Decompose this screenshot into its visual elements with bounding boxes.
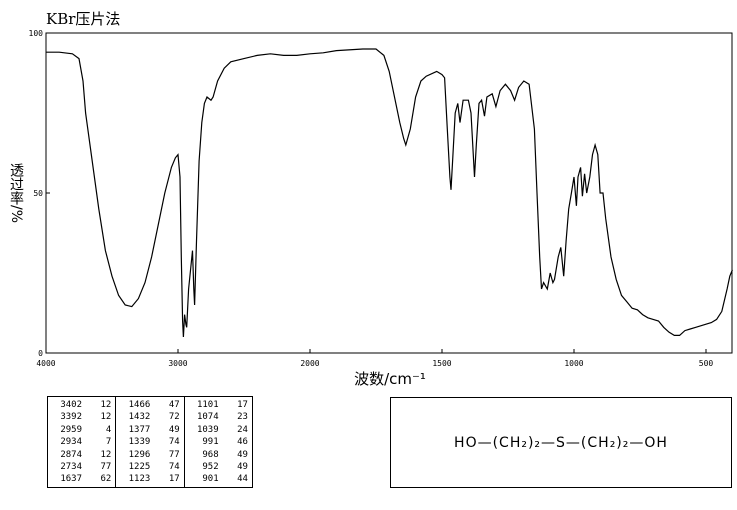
wavenumber: 2874 (60, 449, 82, 460)
transmittance: 17 (168, 474, 180, 485)
wavenumber: 3392 (60, 412, 82, 423)
wavenumber: 2959 (60, 424, 82, 435)
structure-formula: HO—(CH₂)₂—S—(CH₂)₂—OH (390, 397, 732, 488)
wavenumber: 2934 (60, 437, 82, 448)
x-tick-label: 4000 (36, 359, 55, 368)
table-row: 901 44 (189, 473, 248, 485)
table-column: 1101 17 1074 23 1039 24 991 46 968 49 952 49 901 44 (183, 397, 252, 487)
spectrum-line (46, 48, 733, 338)
table-row: 1466 47 (120, 399, 180, 411)
table-row: 1296 77 (120, 449, 180, 461)
table-row: 1074 23 (189, 411, 248, 423)
table-row: 3402 12 (52, 399, 111, 411)
table-row: 968 49 (189, 449, 248, 461)
transmittance: 44 (237, 474, 248, 485)
x-tick-label: 2000 (300, 359, 319, 368)
transmittance: 47 (168, 400, 180, 410)
transmittance: 23 (237, 412, 248, 423)
transmittance: 24 (237, 424, 248, 435)
transmittance: 49 (237, 449, 248, 460)
x-axis-label: 波数/cm⁻¹ (354, 370, 426, 388)
transmittance: 77 (168, 449, 180, 460)
table-row: 1637 62 (52, 473, 111, 485)
wavenumber: 1039 (196, 424, 219, 435)
table-row: 2934 7 (52, 436, 111, 448)
wavenumber: 1074 (196, 412, 219, 423)
wavenumber: 1225 (128, 461, 151, 472)
x-tick-label: 500 (699, 359, 714, 368)
table-column: 1466 47 1432 72 1377 49 1339 74 1296 77 1225 74 1123… (115, 397, 183, 487)
transmittance: 62 (100, 474, 112, 485)
transmittance: 74 (168, 461, 180, 472)
x-tick-label: 1000 (564, 359, 583, 368)
wavenumber: 1377 (128, 424, 151, 435)
wavenumber: 1432 (128, 412, 151, 423)
transmittance: 74 (168, 437, 180, 448)
transmittance: 49 (168, 424, 180, 435)
transmittance: 12 (100, 400, 112, 410)
y-tick-label: 100 (29, 29, 44, 38)
wavenumber: 991 (202, 437, 219, 448)
wavenumber: 2734 (60, 461, 82, 472)
table-row: 1039 24 (189, 424, 248, 436)
transmittance: 12 (100, 449, 112, 460)
transmittance: 12 (100, 412, 112, 423)
table-row: 1432 72 (120, 411, 180, 423)
wavenumber: 901 (202, 474, 219, 485)
transmittance: 72 (168, 412, 180, 423)
table-row: 2874 12 (52, 449, 111, 461)
table-row: 1339 74 (120, 436, 180, 448)
transmittance: 77 (100, 461, 112, 472)
table-row: 2959 4 (52, 424, 111, 436)
transmittance: 7 (105, 437, 112, 448)
table-row: 952 49 (189, 461, 248, 473)
table-row: 1225 74 (120, 461, 180, 473)
transmittance: 17 (237, 400, 248, 410)
wavenumber: 952 (202, 461, 219, 472)
table-row: 1101 17 (189, 399, 248, 411)
wavenumber: 3402 (60, 400, 82, 410)
wavenumber: 1123 (128, 474, 151, 485)
table-row: 3392 12 (52, 411, 111, 423)
wavenumber: 968 (202, 449, 219, 460)
table-row: 1377 49 (120, 424, 180, 436)
y-axis-label: 透过率/% (8, 163, 24, 223)
transmittance: 46 (237, 437, 248, 448)
y-tick-label: 0 (38, 349, 43, 358)
wavenumber: 1296 (128, 449, 151, 460)
peak-table: 3402 12 3392 12 2959 4 2934 7 2874 12 2734 77 1637 62… (47, 396, 253, 488)
wavenumber: 1339 (128, 437, 151, 448)
x-tick-label: 1500 (432, 359, 451, 368)
transmittance: 49 (237, 461, 248, 472)
table-row: 2734 77 (52, 461, 111, 473)
chart: KBr压片法 波数/cm⁻¹ 透过率/% 4000 3000 2000 1500 100… (8, 10, 733, 388)
wavenumber: 1101 (196, 400, 219, 410)
chart-title: KBr压片法 (46, 10, 120, 28)
table-column: 3402 12 3392 12 2959 4 2934 7 2874 12 2734 77 1637 62 (48, 397, 115, 487)
table-row: 1123 17 (120, 473, 180, 485)
x-tick-label: 3000 (168, 359, 187, 368)
wavenumber: 1637 (60, 474, 82, 485)
transmittance: 4 (105, 424, 112, 435)
y-tick-label: 50 (33, 189, 43, 198)
wavenumber: 1466 (128, 400, 151, 410)
table-row: 991 46 (189, 436, 248, 448)
